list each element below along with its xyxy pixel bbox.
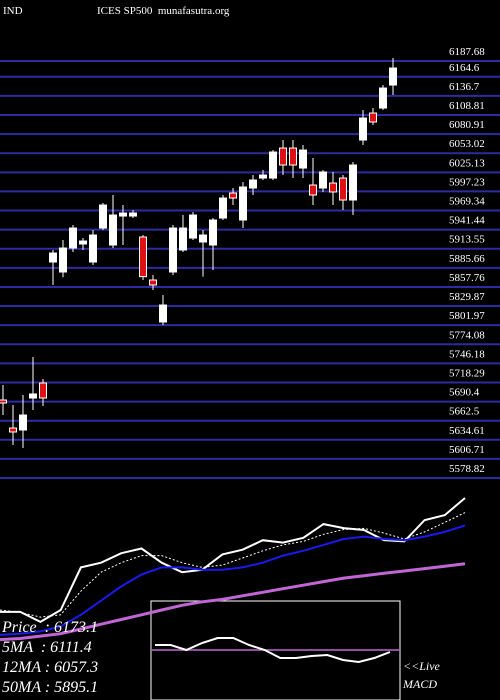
- candle-body: [89, 234, 97, 263]
- y-tick-label: 6108.81: [449, 100, 485, 112]
- y-tick-label: 6187.68: [449, 46, 485, 58]
- candle-body: [349, 164, 357, 201]
- candle-body: [389, 67, 397, 86]
- macd-line: [155, 637, 391, 664]
- candle-body: [319, 171, 327, 189]
- candle-body: [29, 393, 37, 399]
- info-label: Price : 6173.1: [1, 619, 98, 636]
- y-tick-label: 5913.55: [449, 234, 485, 246]
- ma-line: [0, 562, 466, 642]
- y-tick-label: 5857.76: [449, 272, 485, 284]
- candle-body: [59, 247, 67, 273]
- candle-body: [269, 151, 277, 179]
- candle-body: [159, 304, 167, 323]
- candle-body: [39, 382, 47, 399]
- candle-body: [69, 227, 77, 249]
- y-tick-label: 5634.61: [449, 425, 485, 437]
- candle-body: [339, 177, 347, 201]
- candle-body: [369, 112, 377, 123]
- candle-body: [219, 197, 227, 219]
- candle-body: [179, 227, 187, 251]
- y-tick-label: 5941.44: [449, 215, 485, 227]
- y-tick-label: 5969.34: [449, 196, 485, 208]
- y-tick-label: 5606.71: [449, 444, 485, 456]
- y-tick-label: 6025.13: [449, 157, 485, 169]
- info-label: 5MA : 6111.4: [2, 639, 92, 656]
- candle-body: [149, 279, 157, 286]
- candle-body: [9, 427, 17, 433]
- candle-body: [49, 252, 57, 263]
- y-tick-label: 6080.91: [449, 119, 485, 131]
- chart-title: IND: [3, 5, 23, 17]
- candle-body: [229, 192, 237, 199]
- chart-title: ICES SP500 munafasutra.org: [97, 5, 230, 17]
- candle-body: [309, 184, 317, 196]
- candle-body: [209, 219, 217, 246]
- y-tick-label: 6053.02: [449, 138, 485, 150]
- candle-body: [119, 212, 127, 217]
- y-tick-label: 5997.23: [449, 176, 485, 188]
- y-tick-label: 5746.18: [449, 348, 485, 360]
- info-label: 50MA : 5895.1: [2, 679, 98, 696]
- candle-body: [289, 147, 297, 166]
- candle-body: [359, 117, 367, 141]
- candle-body: [329, 182, 337, 193]
- candle-body: [99, 204, 107, 229]
- y-tick-label: 6136.7: [449, 81, 480, 93]
- candle-body: [259, 174, 267, 179]
- candle-body: [189, 214, 197, 239]
- y-tick-label: 6164.6: [449, 62, 480, 74]
- candle-body: [279, 147, 287, 166]
- y-tick-label: 5885.66: [449, 253, 485, 265]
- candle-body: [199, 234, 207, 243]
- y-tick-label: 5578.82: [449, 463, 485, 475]
- candle-body: [169, 227, 177, 273]
- candle-body: [239, 186, 247, 221]
- y-tick-label: 5801.97: [449, 310, 485, 322]
- candle-body: [249, 179, 257, 189]
- candle-body: [379, 87, 387, 109]
- candle-body: [79, 240, 87, 245]
- ma-line: [0, 497, 466, 624]
- candle-body: [139, 236, 147, 278]
- ma-line: [0, 512, 466, 618]
- macd-label: <<Live: [403, 659, 441, 673]
- info-label: 12MA : 6057.3: [2, 659, 98, 676]
- candle-body: [19, 414, 27, 431]
- ma-line: [0, 524, 466, 636]
- macd-label: MACD: [402, 677, 437, 691]
- y-tick-label: 5662.5: [449, 406, 480, 418]
- candle-body: [299, 149, 307, 169]
- candle-body: [109, 214, 117, 246]
- y-tick-label: 5690.4: [449, 387, 480, 399]
- y-tick-label: 5774.08: [449, 329, 485, 341]
- candle-body: [0, 399, 7, 404]
- y-tick-label: 5718.29: [449, 367, 485, 379]
- candle-body: [129, 212, 137, 217]
- y-tick-label: 5829.87: [449, 291, 485, 303]
